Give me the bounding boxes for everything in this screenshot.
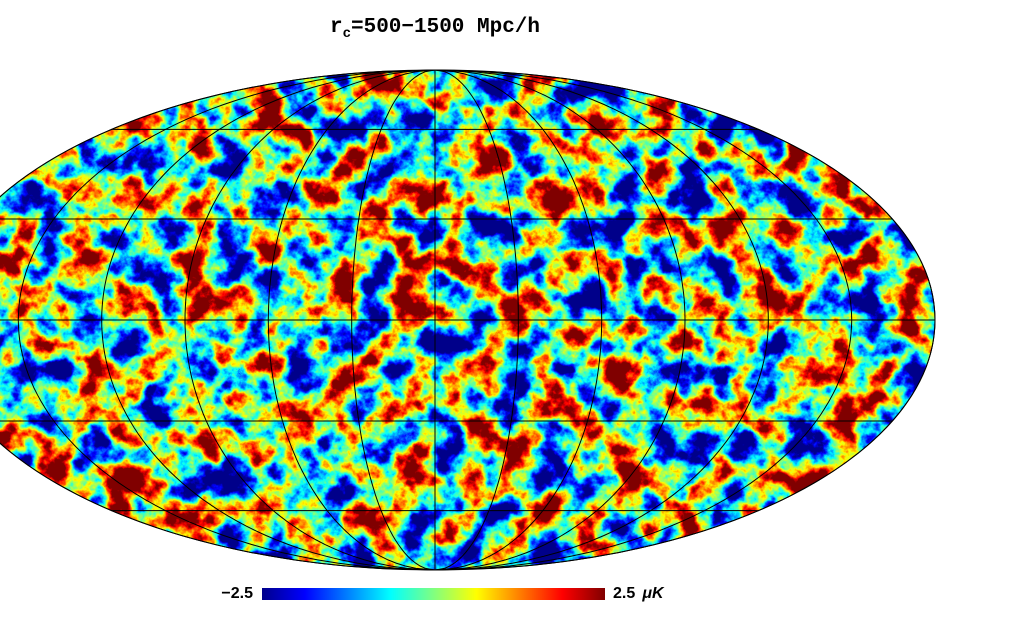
meridian [351,69,436,571]
meridian [434,69,603,571]
colorbar-tick-label: −2.5 [221,585,253,602]
meridian [17,69,436,571]
title: rc=500−1500 Mpc/h [330,16,540,42]
meridian [434,69,769,571]
colorbar [262,588,605,600]
meridian [434,69,519,571]
meridian [184,69,436,571]
title-subscript: c [343,26,351,42]
meridian [0,69,436,571]
meridian [434,69,853,571]
meridian [101,69,436,571]
colorbar-unit: μK [641,585,665,602]
colorbar-tick-label: 2.5 [613,585,635,602]
meridian [434,69,686,571]
meridian [434,69,936,571]
graticule [0,69,936,571]
title-text: r [330,16,343,39]
title-text: =500−1500 Mpc/h [351,16,540,39]
meridian [267,69,436,571]
